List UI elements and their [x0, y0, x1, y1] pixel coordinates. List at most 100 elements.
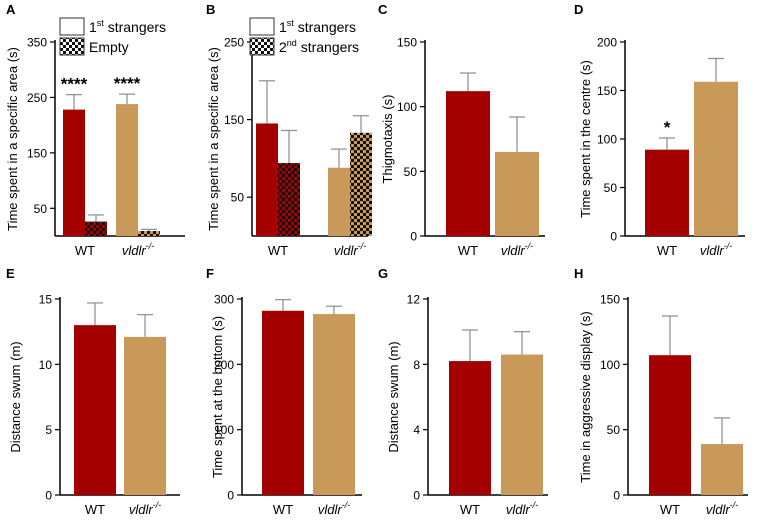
category-name: WT — [268, 243, 288, 258]
category-name: vldlr — [501, 243, 526, 258]
y-tick-label: 300 — [214, 293, 234, 307]
panel-letter: H — [574, 266, 583, 281]
x-tick-label: WT — [657, 243, 677, 258]
legend-text-rest: strangers — [297, 39, 359, 55]
panel-a: A 50 150 250 350 Time spent in a specific are… — [5, 2, 185, 258]
y-axis-label: Time spent at the bottom (s) — [210, 316, 225, 478]
category-name: WT — [458, 243, 478, 258]
category-superscript: -/- — [358, 241, 367, 251]
bar-empty-vldlr — [138, 231, 160, 236]
bar-wt — [262, 310, 304, 495]
panel-letter: E — [6, 266, 15, 281]
bar-wt — [645, 149, 689, 236]
x-tick-label: WT — [458, 243, 478, 258]
y-tick-label: 150 — [27, 146, 47, 160]
legend-superscript: nd — [287, 38, 297, 48]
y-tick-label: 12 — [407, 293, 421, 307]
legend-superscript: st — [97, 18, 105, 28]
y-tick-label: 8 — [413, 358, 420, 372]
category-name: vldlr — [700, 243, 725, 258]
legend-text: 1 — [279, 19, 287, 35]
bar-wt — [446, 91, 490, 236]
category-name: vldlr — [318, 502, 343, 517]
y-axis-label: Time in aggressive display (s) — [578, 311, 593, 482]
x-tick-label: WT — [85, 502, 105, 517]
category-superscript: -/- — [730, 500, 739, 510]
bar-vldlr — [495, 151, 539, 236]
bar-2nd-strangers-wt — [278, 163, 300, 236]
legend-swatch — [249, 37, 275, 56]
y-tick-label: 0 — [413, 489, 420, 503]
x-tick-label: WT — [460, 502, 480, 517]
legend-text: 1 — [89, 19, 97, 35]
legend-swatch — [59, 17, 85, 36]
category-name: vldlr — [706, 502, 731, 517]
x-tick-label: vldlr-/- — [334, 241, 366, 258]
bar-wt — [649, 355, 691, 495]
y-tick-label: 250 — [224, 36, 244, 50]
y-tick-label: 0 — [227, 489, 234, 503]
panel-letter: G — [378, 266, 388, 281]
category-name: WT — [657, 243, 677, 258]
category-superscript: -/- — [724, 241, 733, 251]
x-tick-label: vldlr-/- — [501, 241, 533, 258]
y-axis-label: Time spent in the centre (s) — [578, 60, 593, 218]
panel-e: E 0 5 10 15 Distance swum (m) WT vldlr-/- — [6, 266, 180, 517]
bar-1st-strangers-vldlr — [116, 104, 138, 236]
significance-annotation: * — [664, 118, 671, 137]
y-tick-label: 100 — [600, 358, 620, 372]
legend-superscript: st — [287, 18, 295, 28]
y-tick-label: 0 — [45, 489, 52, 503]
panel-letter: F — [206, 266, 214, 281]
y-tick-label: 0 — [610, 230, 617, 244]
y-tick-label: 150 — [597, 84, 617, 98]
y-tick-label: 4 — [413, 423, 420, 437]
bar-1st-strangers-wt — [63, 109, 85, 236]
panel-d: D 0 50 100 150 200 Time spent in the centre (s… — [574, 2, 745, 258]
panel-g: G 0 4 8 12 Distance swum (m) WT vldlr-/- — [378, 266, 548, 517]
x-tick-label: WT — [660, 502, 680, 517]
x-tick-label: vldlr-/- — [129, 500, 161, 517]
panel-c: C 0 50 100 150 Thigmotaxis (s) WT vldlr-/- — [378, 2, 545, 258]
y-tick-label: 100 — [214, 423, 234, 437]
category-superscript: -/- — [530, 500, 539, 510]
y-tick-label: 150 — [600, 293, 620, 307]
y-tick-label: 10 — [39, 358, 53, 372]
bar-wt — [74, 325, 116, 495]
legend-label: Empty — [89, 39, 129, 55]
category-name: vldlr — [334, 243, 359, 258]
y-axis-label: Time spent in a specific area (s) — [5, 47, 20, 231]
x-tick-label: vldlr-/- — [706, 500, 738, 517]
x-tick-label: WT — [75, 243, 95, 258]
y-tick-label: 0 — [613, 489, 620, 503]
panel-letter: C — [378, 2, 388, 17]
category-name: WT — [273, 502, 293, 517]
category-name: WT — [660, 502, 680, 517]
y-tick-label: 150 — [224, 113, 244, 127]
y-tick-label: 100 — [397, 100, 417, 114]
bar-2nd-strangers-vldlr — [350, 132, 372, 236]
category-name: WT — [75, 243, 95, 258]
bar-vldlr — [313, 314, 355, 495]
y-tick-label: 50 — [34, 202, 48, 216]
y-tick-label: 50 — [607, 423, 621, 437]
legend-text: 2 — [279, 39, 287, 55]
y-tick-label: 200 — [214, 358, 234, 372]
significance-annotation: **** — [114, 74, 141, 93]
category-superscript: -/- — [146, 241, 155, 251]
panel-letter: D — [574, 2, 583, 17]
category-name: vldlr — [506, 502, 531, 517]
legend-text: Empty — [89, 39, 129, 55]
bar-vldlr — [501, 354, 543, 495]
x-tick-label: vldlr-/- — [122, 241, 154, 258]
legend-label: 1st strangers — [279, 18, 356, 35]
x-tick-label: WT — [273, 502, 293, 517]
legend-label: 2nd strangers — [279, 38, 359, 55]
bar-wt — [449, 361, 491, 495]
category-name: WT — [460, 502, 480, 517]
x-tick-label: vldlr-/- — [700, 241, 732, 258]
y-tick-label: 350 — [27, 36, 47, 50]
panel-h: H 0 50 100 150 Time in aggressive display (s)… — [574, 266, 748, 517]
bar-vldlr — [124, 336, 166, 495]
